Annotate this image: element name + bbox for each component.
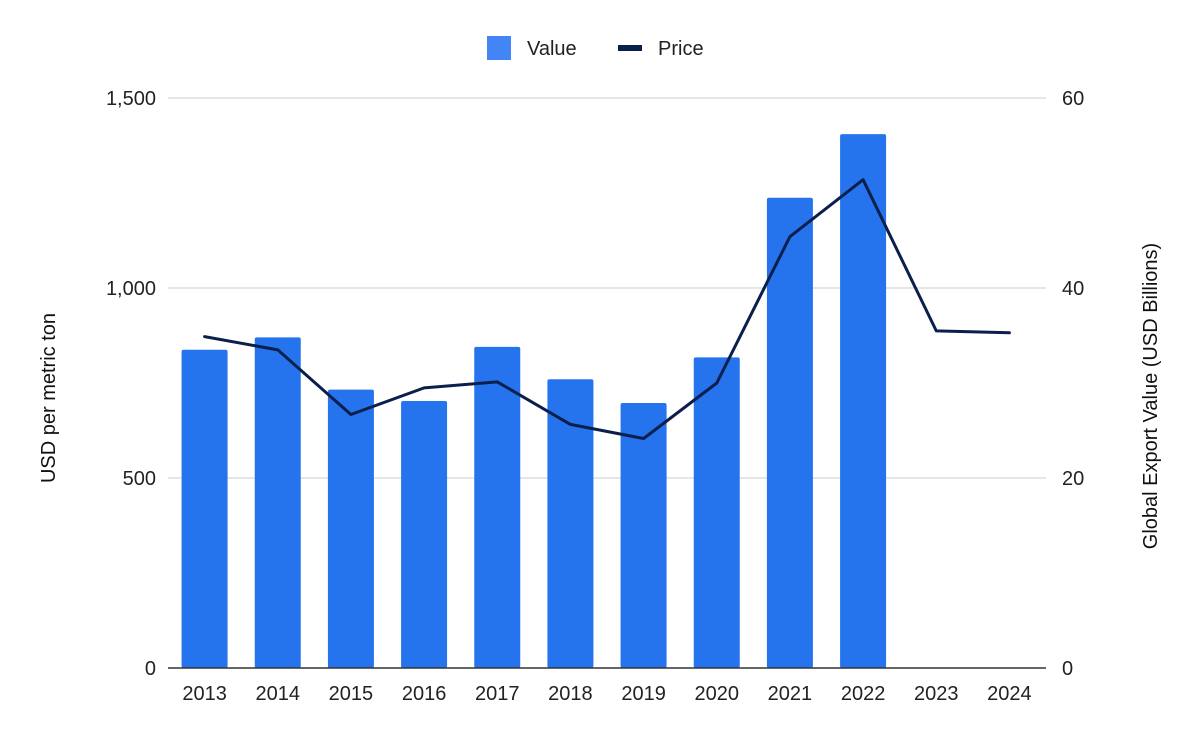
y-tick-label-left: 1,000 (106, 278, 156, 300)
legend-label-value: Value (527, 38, 577, 60)
x-tick-label: 2019 (621, 683, 666, 705)
y-tick-label-left: 1,500 (106, 88, 156, 110)
bar-value-2017 (474, 346, 521, 668)
x-tick-label: 2014 (256, 683, 301, 705)
bar-value-2013 (181, 349, 228, 668)
legend: Value Price (487, 36, 704, 60)
x-tick-label: 2016 (402, 683, 447, 705)
y-tick-label-left: 500 (123, 468, 156, 490)
price-line-series (203, 178, 1011, 440)
x-tick-label: 2015 (329, 683, 374, 705)
y-tick-label-right: 20 (1062, 468, 1084, 490)
x-tick-label: 2022 (841, 683, 886, 705)
bar-value-2020 (693, 357, 740, 668)
y-tick-label-left: 0 (145, 658, 156, 680)
bar-value-2014 (254, 337, 301, 668)
legend-swatch-value (487, 36, 511, 60)
bar-value-2022 (840, 134, 887, 669)
y-tick-label-right: 40 (1062, 278, 1084, 300)
bar-value-2016 (401, 401, 448, 668)
x-tick-label: 2024 (987, 683, 1032, 705)
legend-label-price: Price (658, 38, 704, 60)
bar-value-2019 (620, 402, 667, 668)
x-tick-label: 2020 (695, 683, 740, 705)
bar-value-2015 (327, 389, 374, 668)
x-tick-label: 2021 (768, 683, 813, 705)
x-tick-label: 2023 (914, 683, 959, 705)
bar-value-2018 (547, 379, 594, 668)
axes: 0 500 1,000 1,500 0 20 40 60 2013 2014 2015 2016 201… (106, 88, 1084, 705)
bar-value-2021 (766, 197, 813, 668)
y-tick-label-right: 60 (1062, 88, 1084, 110)
x-tick-label: 2018 (548, 683, 593, 705)
legend-swatch-price (618, 45, 642, 51)
gridlines (168, 97, 1046, 479)
y-tick-label-right: 0 (1062, 658, 1073, 680)
value-bars (181, 134, 887, 669)
x-tick-label: 2017 (475, 683, 520, 705)
x-tick-label: 2013 (182, 683, 227, 705)
y-axis-left-title: USD per metric ton (38, 313, 60, 483)
y-axis-right-title: Global Export Value (USD Billions) (1140, 243, 1162, 549)
price-line (203, 178, 1011, 440)
